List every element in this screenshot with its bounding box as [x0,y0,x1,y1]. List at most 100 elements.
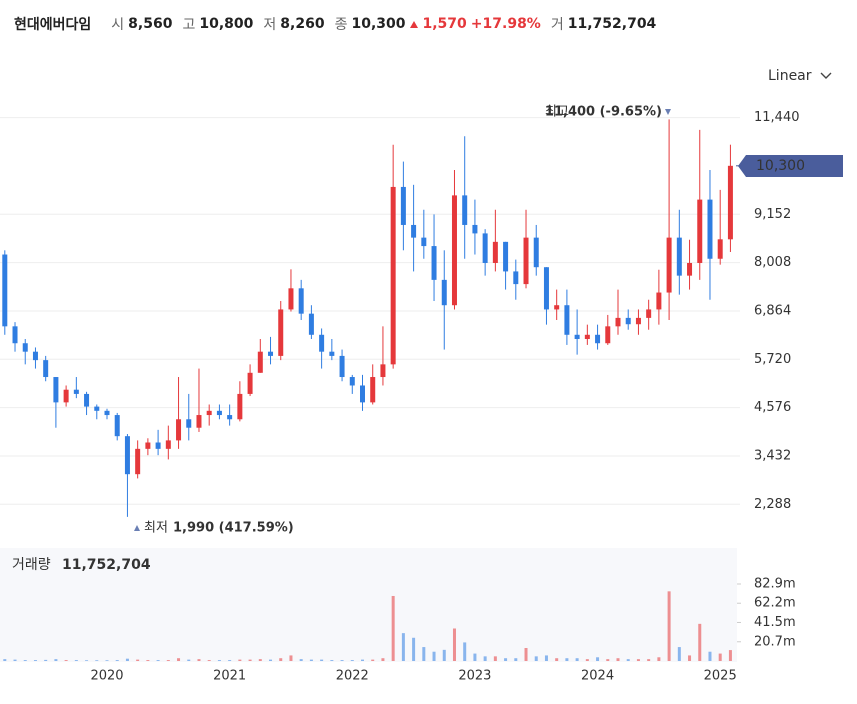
x-tick-label: 2025 [704,669,737,684]
high-value: 10,800 [199,16,254,32]
volume-bar [44,659,48,661]
volume-bar [493,656,497,661]
volume-bar [177,658,181,661]
candle-body [216,410,222,416]
volume-bar [432,651,436,661]
candle-body [605,326,611,344]
volume-bar [289,655,293,661]
y-tick-label: 6,864 [754,303,791,318]
candle-body [155,442,161,449]
volume-bar [207,660,211,661]
volume-bar [361,659,364,661]
volume-bar [657,657,661,661]
candle-body [104,410,110,416]
candle-body [257,351,263,373]
candle-body [421,237,427,247]
volume-bar [401,633,405,661]
x-tick-label: 2023 [458,669,491,684]
candle-body [472,224,478,234]
candle-body [451,195,457,306]
candle-body [247,372,253,394]
volume-bar [616,658,620,661]
volume-bar [728,650,732,661]
volume-bar [85,660,89,661]
volume-bar [74,660,78,661]
volume-bar [269,659,273,661]
low-label: 저 [263,17,277,33]
volume-bar [585,659,589,661]
candle-body [615,317,621,327]
volume-title: 거래량 [12,557,51,573]
y-tick-label: 8,008 [754,255,791,270]
y-tick-label: 3,432 [754,448,791,463]
volume-bar [504,658,508,661]
candle-body [697,199,703,263]
close-label: 종 [334,17,348,33]
current-price-label: 10,300 [756,158,805,174]
open-label: 시 [111,17,125,33]
candle-body [431,246,437,280]
change-pct: +17.98% [470,16,541,32]
volume-tick-label: 82.9m [754,577,796,592]
close-value: 10,300 [351,16,406,32]
volume-tick-label: 62.2m [754,596,796,611]
candle-body [329,351,335,356]
volume-bar [626,659,630,661]
volume-bar [125,658,129,661]
volume-bar [381,658,385,661]
candle-body [63,389,69,403]
candle-body [237,393,243,420]
candle-body [135,448,141,475]
volume-bar [95,660,99,661]
x-tick-label: 2021 [213,669,246,684]
y-tick-label: 4,576 [754,400,791,415]
candle-body [370,377,376,403]
volume-bar [64,660,68,661]
volume-bar [217,660,221,661]
candle-body [380,364,386,378]
volume-bar [54,659,58,661]
candle-body [533,237,539,268]
low-annotation-label: 최저 [144,521,168,536]
low-value: 8,260 [280,16,325,32]
volume-bar [688,655,692,661]
y-tick-label: 2,288 [754,497,791,512]
volume-last: 11,752,704 [62,557,151,573]
candle-body [666,237,672,293]
candle-body [676,237,682,276]
candle-body [32,351,38,361]
candle-body [646,309,652,318]
volume-bar [698,623,702,661]
volume-label: 거 [550,17,564,33]
candle-body [411,224,417,238]
open-value: 8,560 [128,16,173,32]
candle-body [84,393,90,407]
volume-bar [483,656,487,661]
volume-bar [677,647,681,661]
volume-bar [534,656,538,661]
scale-selector[interactable]: Linear [768,68,832,84]
candle-body [707,199,713,259]
candle-body [635,317,641,325]
candle-body [308,313,314,335]
volume-bar [452,628,456,661]
candle-body [687,262,693,276]
volume-tick-label: 20.7m [754,634,796,649]
candle-body [176,419,182,441]
volume-bar [350,660,354,661]
candle-body [206,410,212,416]
low-annotation-value: 1,990 (417.59%) [173,521,294,536]
volume-tick-label: 41.5m [754,615,796,630]
candle-body [53,377,59,403]
candle-body [73,389,79,394]
volume-bar [320,659,324,661]
volume-bar [23,660,27,661]
candle-body [462,195,468,225]
volume-bar [391,595,395,661]
candle-body [441,279,447,306]
candle-body [492,241,498,263]
volume-bar [340,660,344,661]
volume-bar [718,653,722,661]
